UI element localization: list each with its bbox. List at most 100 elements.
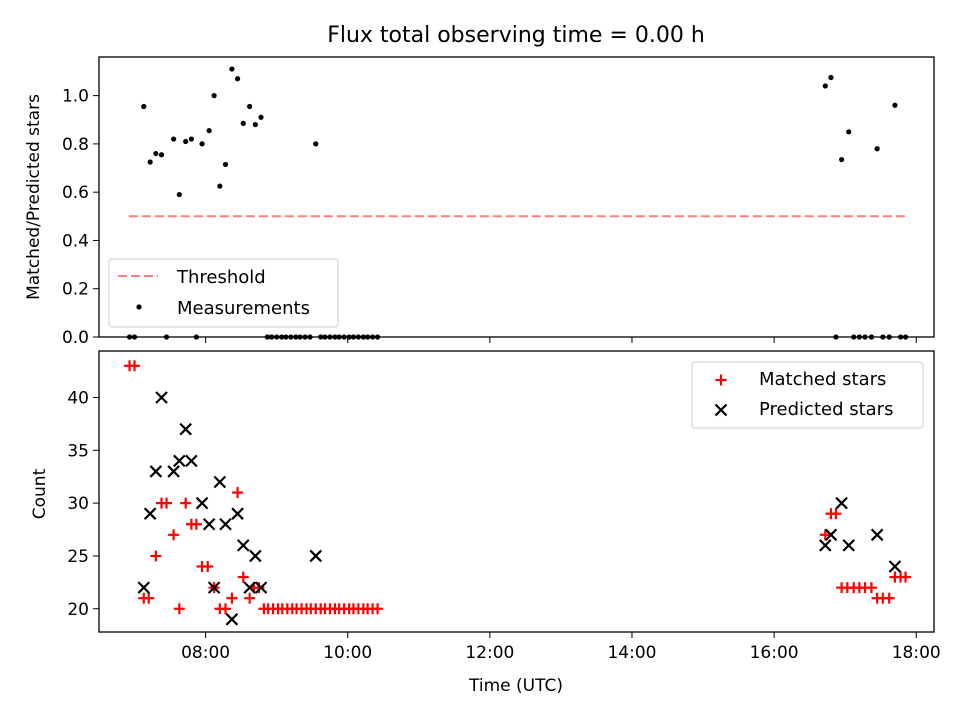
measurement-point xyxy=(327,334,333,340)
x-tick-label: 10:00 xyxy=(323,643,372,663)
measurement-point xyxy=(851,334,857,340)
measurement-point xyxy=(332,334,338,340)
measurement-point xyxy=(288,334,294,340)
legend-matched-label: Matched stars xyxy=(759,369,886,390)
ratio-y-tick-label: 0.8 xyxy=(62,135,89,155)
measurement-point xyxy=(822,83,828,89)
measurement-point xyxy=(336,334,342,340)
count-y-tick-label: 35 xyxy=(67,441,89,461)
matched-star-point xyxy=(190,518,202,530)
predicted-star-point xyxy=(870,528,884,542)
measurement-point xyxy=(297,334,303,340)
measurement-point xyxy=(247,103,253,110)
matched-star-point xyxy=(226,592,238,604)
predicted-star-point xyxy=(213,475,227,489)
predicted-star-point xyxy=(155,391,168,404)
x-tick-label: 12:00 xyxy=(465,643,514,663)
ratio-y-tick-label: 0.2 xyxy=(62,280,89,300)
predicted-stars-points xyxy=(137,391,902,626)
predicted-star-point xyxy=(202,517,216,531)
measurement-point xyxy=(898,334,904,340)
ratio-y-tick-label: 0.4 xyxy=(62,231,89,251)
predicted-star-point xyxy=(149,465,163,478)
predicted-star-point xyxy=(207,581,221,594)
measurement-point xyxy=(141,103,147,110)
x-axis-label: Time (UTC) xyxy=(468,676,563,696)
measurement-points xyxy=(126,66,909,340)
measurement-point xyxy=(880,334,886,340)
measurement-point xyxy=(274,334,280,340)
measurement-point xyxy=(886,334,892,340)
matched-star-point xyxy=(865,582,877,594)
predicted-star-point xyxy=(167,465,180,478)
chart-title: Flux total observing time = 0.00 h xyxy=(327,23,705,48)
measurement-point xyxy=(264,334,271,340)
measurement-point xyxy=(147,159,153,165)
x-tick-label: 14:00 xyxy=(607,643,656,663)
matched-star-point xyxy=(883,592,895,604)
predicted-star-point xyxy=(309,549,323,563)
measurement-point xyxy=(346,334,352,340)
ratio-y-tick-label: 1.0 xyxy=(62,87,89,107)
predicted-star-point xyxy=(195,496,209,510)
count-plot-frame xyxy=(98,350,935,633)
measurement-point xyxy=(846,129,852,135)
matched-star-point xyxy=(372,603,384,615)
ratio-y-axis-label: Matched/Predicted stars xyxy=(24,94,44,300)
ratio-y-tick-label: 0.6 xyxy=(62,183,89,203)
measurement-point xyxy=(163,334,170,340)
legend-threshold-label: Threshold xyxy=(176,267,266,288)
matched-star-point xyxy=(819,529,831,541)
measurement-point xyxy=(322,334,328,340)
x-tick-label: 08:00 xyxy=(181,643,230,663)
legend-measurements-label: Measurements xyxy=(177,298,310,319)
measurement-point xyxy=(862,334,868,340)
count-y-axis-label: Count xyxy=(30,468,50,519)
measurement-point xyxy=(153,150,159,157)
matched-star-point xyxy=(900,571,912,583)
legend-predicted-swatch xyxy=(714,403,728,417)
predicted-star-point xyxy=(254,581,268,594)
legend-matched-swatch xyxy=(715,374,727,386)
ratio-plot-frame xyxy=(98,56,935,338)
measurement-point xyxy=(252,121,258,128)
measurement-point xyxy=(355,334,361,340)
ratio-y-ticks: 0.0 0.2 0.4 0.6 0.8 1.0 xyxy=(62,87,99,348)
predicted-star-point xyxy=(219,517,232,531)
ratio-panel: 0.0 0.2 0.4 0.6 0.8 1.0 Matched/Predicted sta… xyxy=(24,56,935,348)
count-y-tick-label: 30 xyxy=(67,494,89,514)
matched-star-point xyxy=(173,603,185,615)
measurement-point xyxy=(313,141,319,147)
measurement-point xyxy=(307,334,313,340)
count-panel: 20 25 30 35 40 08:00 10:00 12:00 14:00 16:00 18:0… xyxy=(30,350,941,696)
count-y-tick-label: 25 xyxy=(67,547,89,567)
measurement-point xyxy=(206,128,212,134)
predicted-star-point xyxy=(143,507,157,520)
measurement-point xyxy=(892,102,898,108)
measurement-point xyxy=(318,334,324,340)
measurement-point xyxy=(293,334,299,340)
predicted-star-point xyxy=(835,496,848,510)
measurement-point xyxy=(283,334,289,340)
x-tick-label: 16:00 xyxy=(750,643,799,663)
measurement-point xyxy=(217,183,223,189)
measurement-point xyxy=(158,152,165,158)
predicted-star-point xyxy=(231,507,244,520)
ratio-legend: Threshold Measurements xyxy=(108,258,339,328)
count-x-ticks: 08:00 10:00 12:00 14:00 16:00 18:00 xyxy=(181,632,941,663)
legend-predicted-marker xyxy=(714,403,728,417)
matched-star-point xyxy=(202,561,214,573)
measurement-point xyxy=(833,334,839,340)
measurement-point xyxy=(369,334,376,340)
measurement-point xyxy=(131,334,138,340)
measurement-point xyxy=(279,334,285,340)
measurement-point xyxy=(240,120,246,126)
measurement-point xyxy=(269,334,275,340)
ratio-y-tick-label: 0.0 xyxy=(62,328,89,348)
matched-star-point xyxy=(232,487,244,499)
measurement-point xyxy=(211,93,217,99)
measurement-point xyxy=(868,334,875,340)
measurement-point xyxy=(176,191,182,198)
predicted-star-point xyxy=(824,528,838,542)
